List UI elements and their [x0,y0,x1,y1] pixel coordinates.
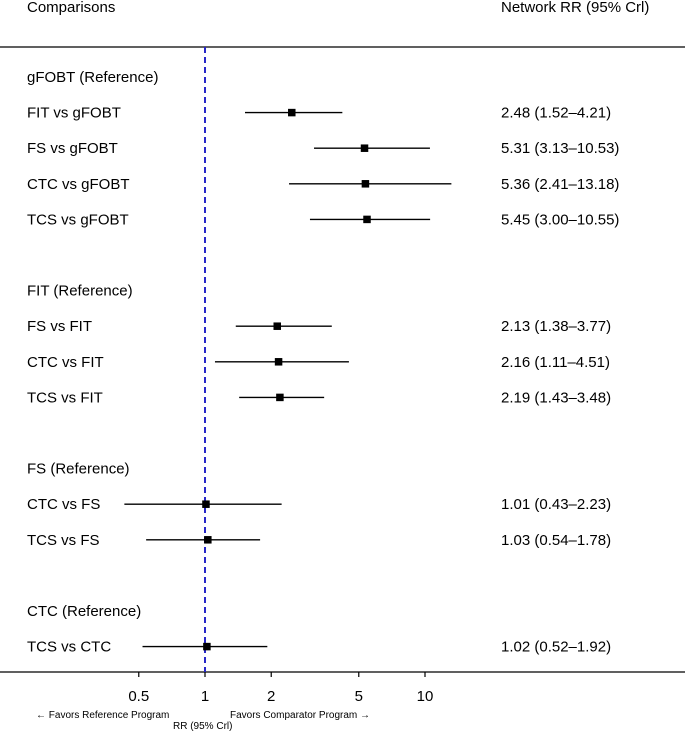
point-estimate [363,215,371,224]
rr-value: 1.02 (0.52–1.92) [501,639,611,656]
rr-value: 2.13 (1.38–3.77) [501,318,611,335]
comparison-label: TCS vs FIT [27,389,103,406]
point-estimate [204,536,212,544]
rr-value: 1.01 (0.43–2.23) [501,496,611,513]
x-axis-label: RR (95% Crl) [173,721,232,731]
comparison-label: CTC vs FIT [27,354,104,371]
comparison-label: FIT vs gFOBT [27,105,121,122]
header-comparisons: Comparisons [27,0,115,16]
point-estimate [360,144,369,152]
comparison-label: CTC vs FS [27,496,100,513]
point-estimate [273,322,281,330]
point-estimate [276,393,284,402]
x-tick-label: 1 [201,688,209,705]
point-estimate [202,500,210,508]
point-estimate [361,180,370,188]
x-tick-label: 0.5 [128,688,149,705]
favors-reference-label: ← Favors Reference Program [36,710,169,721]
comparison-label: TCS vs gFOBT [27,211,129,228]
point-estimate [274,358,283,366]
group-label: CTC (Reference) [27,603,141,620]
rr-value: 2.16 (1.11–4.51) [501,354,610,371]
point-estimate [288,108,296,117]
x-tick-label: 10 [417,688,434,705]
rr-value: 2.19 (1.43–3.48) [501,389,611,406]
comparison-label: CTC vs gFOBT [27,176,130,193]
x-tick-label: 2 [267,688,275,705]
header-network-rr: Network RR (95% Crl) [501,0,649,16]
comparison-label: FS vs gFOBT [27,140,118,157]
favors-comparator-label: Favors Comparator Program → [230,710,370,721]
group-label: gFOBT (Reference) [27,69,158,86]
rr-value: 5.36 (2.41–13.18) [501,176,619,193]
comparison-label: TCS vs CTC [27,639,111,656]
rr-value: 5.45 (3.00–10.55) [501,211,619,228]
group-label: FS (Reference) [27,461,130,478]
rr-value: 1.03 (0.54–1.78) [501,532,611,549]
comparison-label: TCS vs FS [27,532,100,549]
rr-value: 5.31 (3.13–10.53) [501,140,619,157]
rr-value: 2.48 (1.52–4.21) [501,105,611,122]
group-label: FIT (Reference) [27,283,133,300]
point-estimate [203,642,211,651]
x-tick-label: 5 [355,688,363,705]
comparison-label: FS vs FIT [27,318,92,335]
